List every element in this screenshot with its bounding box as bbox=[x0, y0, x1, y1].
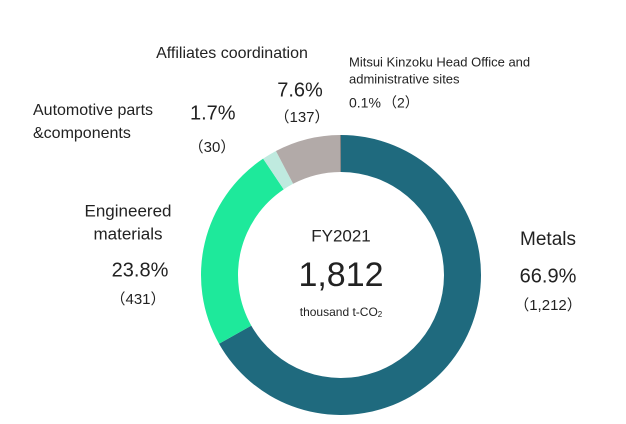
donut-segment bbox=[340, 135, 341, 173]
category-label: materials bbox=[94, 224, 163, 243]
category-label: administrative sites bbox=[349, 71, 460, 86]
unit-subscript: 2 bbox=[378, 310, 383, 319]
donut-segment bbox=[201, 158, 284, 344]
value-label: 7.6% bbox=[277, 79, 323, 101]
unit: thousand t-CO2 bbox=[300, 305, 383, 319]
total: 1,812 bbox=[298, 256, 383, 294]
donut-segment bbox=[275, 135, 341, 184]
amount-label: （431） bbox=[110, 291, 165, 308]
category-label: Automotive parts bbox=[33, 102, 153, 119]
unit-text: thousand t-CO bbox=[300, 305, 378, 319]
category-label: Engineered bbox=[85, 201, 172, 220]
amount-label: （1,212） bbox=[514, 297, 582, 314]
value-label: 1.7% bbox=[190, 102, 236, 124]
category-label: Affiliates coordination bbox=[156, 45, 308, 62]
amount-label: （137） bbox=[274, 109, 329, 126]
value-label: 66.9% bbox=[520, 265, 577, 287]
donut-segment bbox=[263, 151, 294, 190]
amount-label: （30） bbox=[189, 139, 236, 156]
category-label: Mitsui Kinzoku Head Office and bbox=[349, 54, 530, 69]
category-label: Metals bbox=[520, 229, 576, 250]
center-title: FY2021 bbox=[311, 226, 371, 245]
amount-label: （2） bbox=[383, 95, 419, 111]
value-label: 23.8% bbox=[112, 259, 169, 281]
value-label: 0.1% bbox=[349, 95, 381, 111]
category-label: &components bbox=[33, 125, 131, 142]
